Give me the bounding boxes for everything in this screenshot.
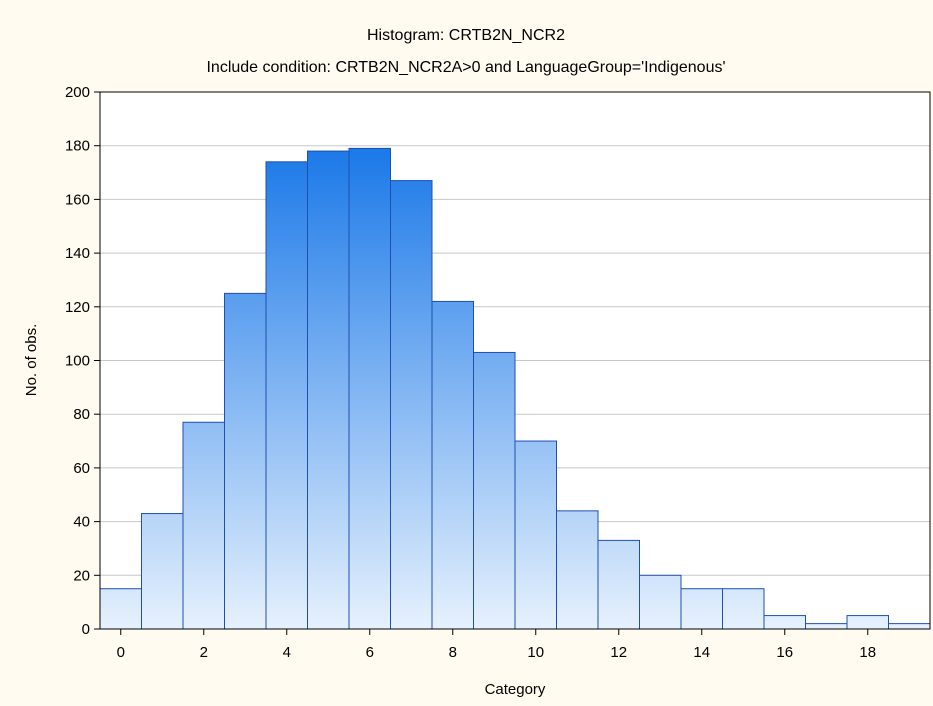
bar-category-4 <box>265 161 308 630</box>
x-tick-label: 0 <box>117 644 125 661</box>
x-tick-label: 14 <box>693 644 710 661</box>
y-axis-label: No. of obs. <box>23 324 40 397</box>
bar-category-1 <box>141 513 184 630</box>
bar-category-19 <box>888 623 931 630</box>
x-tick-label: 2 <box>200 644 208 661</box>
bar-category-6 <box>348 147 391 630</box>
bar-category-10 <box>514 440 557 630</box>
y-tick-label: 20 <box>73 567 90 584</box>
x-tick-label: 8 <box>449 644 457 661</box>
chart-subtitle: Include condition: CRTB2N_NCR2A>0 and La… <box>206 59 725 76</box>
bar-category-12 <box>597 539 640 630</box>
y-tick-label: 180 <box>65 138 90 155</box>
bar-category-3 <box>224 292 267 630</box>
y-tick-label: 60 <box>73 460 90 477</box>
x-tick-label: 4 <box>283 644 291 661</box>
bar-category-14 <box>680 588 723 630</box>
bar-category-0 <box>99 588 142 630</box>
y-axis-ticks: 0 20 40 60 80 100 120 140 160 180 200 <box>65 84 100 638</box>
bar-category-7 <box>390 180 433 630</box>
y-tick-label: 0 <box>82 621 90 638</box>
y-tick-label: 120 <box>65 299 90 316</box>
bar-category-9 <box>473 351 516 630</box>
bar-category-5 <box>307 150 350 630</box>
bar-category-13 <box>639 574 682 630</box>
bars <box>99 147 931 630</box>
y-tick-label: 40 <box>73 514 90 531</box>
x-axis-ticks: 0 2 4 6 8 10 12 14 16 18 <box>117 629 876 661</box>
chart-title: Histogram: CRTB2N_NCR2 <box>367 27 565 44</box>
bar-category-8 <box>431 300 474 630</box>
y-tick-label: 200 <box>65 84 90 101</box>
x-tick-label: 6 <box>366 644 374 661</box>
bar-category-2 <box>182 421 225 630</box>
y-tick-label: 160 <box>65 191 90 208</box>
bar-category-15 <box>722 588 765 630</box>
y-tick-label: 80 <box>73 406 90 423</box>
bar-category-17 <box>805 623 848 630</box>
y-tick-label: 100 <box>65 353 90 370</box>
bar-category-18 <box>846 615 889 630</box>
bar-category-16 <box>763 615 806 630</box>
y-tick-label: 140 <box>65 245 90 262</box>
x-tick-label: 18 <box>859 644 876 661</box>
x-tick-label: 12 <box>610 644 627 661</box>
x-tick-label: 16 <box>776 644 793 661</box>
x-tick-label: 10 <box>527 644 544 661</box>
bar-category-11 <box>556 510 599 630</box>
x-axis-label: Category <box>485 681 546 698</box>
